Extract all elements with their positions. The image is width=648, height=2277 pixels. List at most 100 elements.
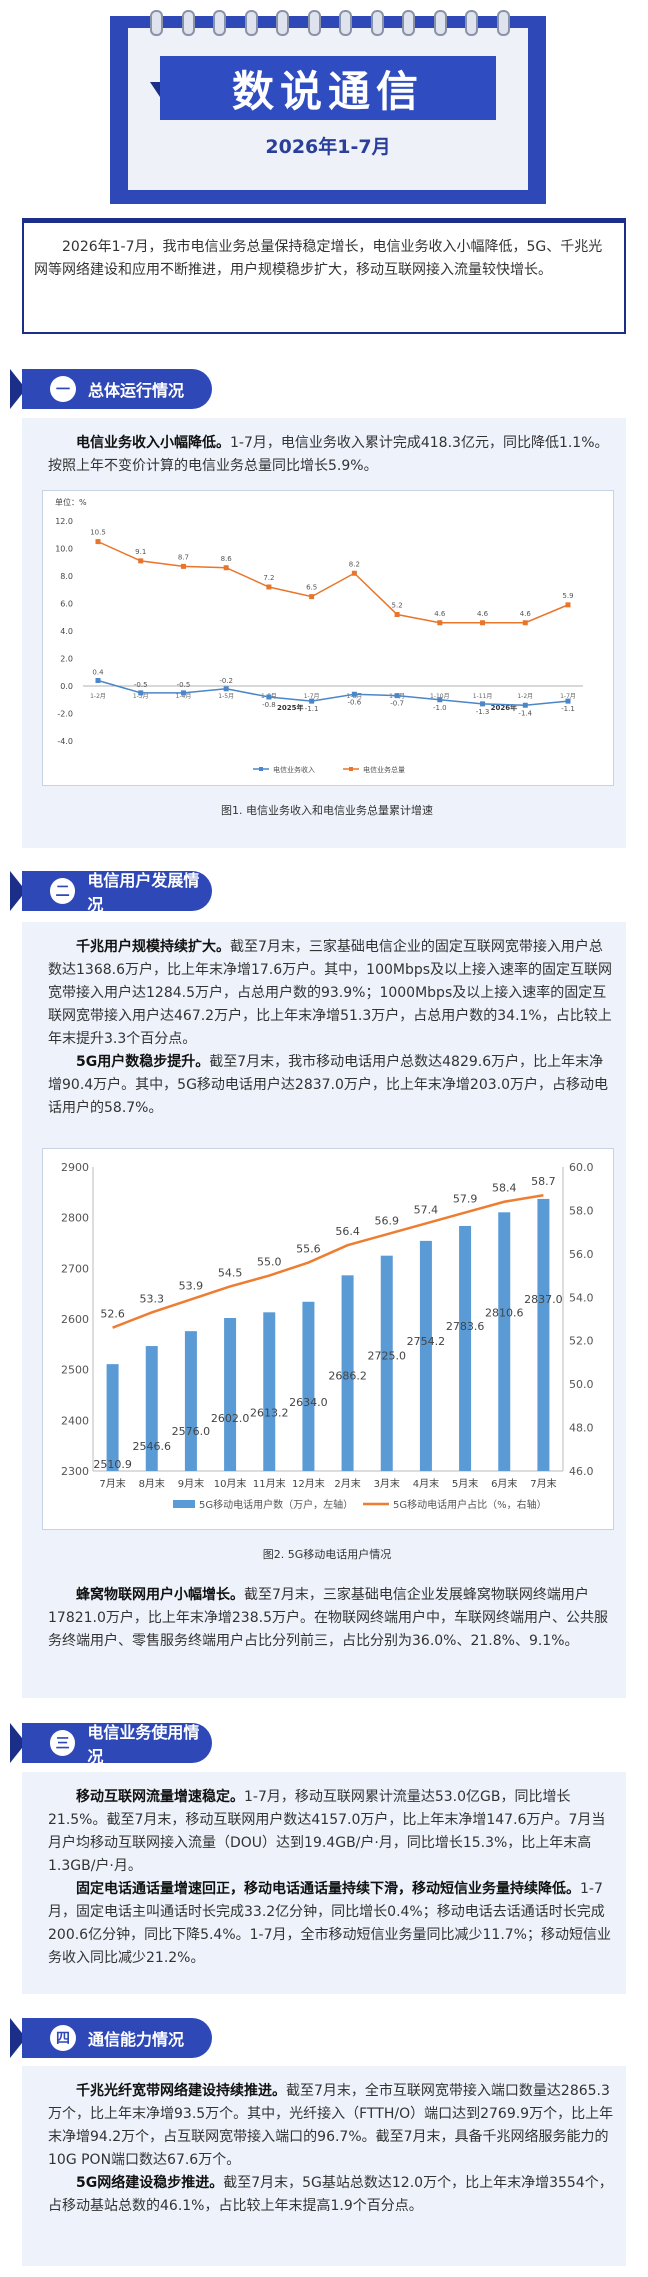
section-title: 电信业务使用情况 — [87, 1723, 200, 1766]
x-tick-label: 1-2月 — [90, 693, 106, 700]
data-point — [565, 602, 571, 608]
y2-tick-label: 48.0 — [569, 1422, 594, 1435]
data-label: 10.5 — [90, 529, 106, 537]
bar — [263, 1312, 276, 1471]
x-tick-label: 7月末 — [530, 1477, 556, 1490]
data-label: -1.1 — [561, 705, 575, 713]
bar-value-label: 2725.0 — [368, 1350, 407, 1363]
x-year-marker: 2025年 — [277, 703, 303, 712]
body: 截至7月末，全市互联网宽带接入端口数量达2865.3万个，比上年末净增93.5万… — [48, 2083, 614, 2168]
bar — [106, 1364, 119, 1471]
body: 截至7月末，三家基础电信企业的固定互联网宽带接入用户总数达1368.6万户，比上… — [48, 939, 613, 1047]
lead: 千兆用户规模持续扩大。 — [76, 939, 230, 955]
x-tick-label: 1-10月 — [430, 693, 450, 700]
bar-value-label: 2837.0 — [524, 1293, 563, 1306]
data-label: 5.9 — [562, 592, 573, 600]
line-value-label: 56.9 — [375, 1214, 400, 1227]
data-label: 0.4 — [92, 669, 104, 677]
data-point — [223, 686, 229, 692]
y-tick-label: -2.0 — [57, 710, 73, 719]
bar-value-label: 2754.2 — [407, 1335, 446, 1348]
y2-tick-label: 52.0 — [569, 1335, 594, 1348]
intro-text: 2026年1-7月，我市电信业务总量保持稳定增长，电信业务收入小幅降低，5G、千… — [34, 239, 603, 278]
data-label: 8.2 — [349, 560, 360, 568]
y-tick-label: 2800 — [61, 1212, 89, 1225]
data-point — [180, 563, 186, 569]
section-number: 四 — [50, 2025, 76, 2051]
line-value-label: 56.4 — [335, 1225, 360, 1238]
line-value-label: 57.4 — [414, 1203, 439, 1216]
y-tick-label: 4.0 — [60, 627, 73, 636]
section-2-text: 千兆用户规模持续扩大。截至7月末，三家基础电信企业的固定互联网宽带接入用户总数达… — [48, 936, 614, 1120]
section-4-text: 千兆光纤宽带网络建设持续推进。截至7月末，全市互联网宽带接入端口数量达2865.… — [48, 2080, 614, 2218]
data-label: -0.7 — [390, 700, 404, 708]
section-number: 二 — [50, 878, 76, 904]
x-tick-label: 4月末 — [413, 1477, 439, 1490]
data-label: -0.5 — [177, 681, 191, 689]
y2-tick-label: 46.0 — [569, 1465, 594, 1478]
data-point — [351, 570, 357, 576]
figure-1-caption: 图1. 电信业务收入和电信业务总量累计增速 — [221, 804, 433, 817]
data-point — [309, 594, 315, 600]
share-line — [112, 1193, 544, 1329]
line-value-label: 58.7 — [531, 1175, 556, 1188]
line-value-label: 55.0 — [257, 1256, 282, 1269]
section-header-1: 一 总体运行情况 — [22, 369, 212, 409]
lead: 千兆光纤宽带网络建设持续推进。 — [76, 2083, 286, 2099]
page-title: 数说通信 — [160, 56, 496, 120]
body: 截至7月末，三家基础电信企业发展蜂窝物联网终端用户17821.0万户，比上年末净… — [48, 1587, 608, 1649]
data-label: -1.0 — [433, 704, 447, 712]
data-point — [480, 701, 486, 707]
y-tick-label: 6.0 — [60, 600, 73, 609]
lead: 5G网络建设稳步推进。 — [76, 2175, 224, 2191]
y2-tick-label: 56.0 — [569, 1248, 594, 1261]
data-point — [437, 697, 443, 703]
data-point — [266, 694, 272, 700]
section-header-3: 三 电信业务使用情况 — [22, 1723, 212, 1766]
bar-value-label: 2686.2 — [328, 1369, 367, 1382]
data-point — [522, 702, 528, 708]
x-tick-label: 12月末 — [292, 1477, 325, 1490]
lead: 移动互联网流量增速稳定。 — [76, 1789, 244, 1805]
y-tick-label: 10.0 — [55, 545, 73, 554]
y-tick-label: 2400 — [61, 1414, 89, 1427]
y2-tick-label: 54.0 — [569, 1291, 594, 1304]
bar — [184, 1331, 197, 1471]
data-label: 6.5 — [306, 584, 317, 592]
series-line-revenue — [97, 679, 569, 707]
bar — [224, 1317, 237, 1471]
x-tick-label: 11月末 — [253, 1477, 286, 1490]
data-point — [309, 698, 315, 704]
data-point — [394, 612, 400, 617]
x-tick-label: 9月末 — [178, 1477, 204, 1490]
data-label: -1.4 — [518, 709, 532, 717]
data-point — [480, 620, 486, 626]
y-tick-label: 2900 — [61, 1161, 89, 1174]
legend-label: 5G移动电话用户占比（%，右轴） — [393, 1498, 547, 1511]
data-point — [522, 620, 528, 626]
data-label: 4.6 — [520, 610, 532, 618]
line-value-label: 52.6 — [100, 1308, 125, 1321]
data-label: 4.6 — [434, 610, 446, 618]
body: 截至7月末，5G基站总数达12.0万个，比上年末净增3554个，占移动基站总数的… — [48, 2175, 613, 2214]
section-title: 通信能力情况 — [88, 2030, 185, 2049]
series-line-volume — [97, 540, 569, 624]
legend-marker — [349, 767, 353, 771]
line-value-label: 53.9 — [179, 1279, 204, 1292]
x-tick-label: 1-3月 — [133, 693, 149, 700]
data-point — [565, 698, 571, 704]
line-value-label: 58.4 — [492, 1182, 517, 1195]
line-value-label: 54.5 — [218, 1266, 243, 1279]
y-tick-label: 2.0 — [60, 655, 73, 664]
section-1-text: 电信业务收入小幅降低。1-7月，电信业务收入累计完成418.3亿元，同比降低1.… — [48, 432, 614, 478]
x-tick-label: 1-7月 — [304, 693, 320, 700]
x-tick-label: 1-2月 — [517, 693, 533, 700]
legend-label: 5G移动电话用户数（万户，左轴） — [199, 1498, 353, 1511]
section-panel-3 — [22, 1772, 626, 1994]
data-point — [180, 690, 186, 696]
ribbon-fold — [150, 82, 162, 100]
bar — [419, 1240, 432, 1471]
bar — [145, 1346, 158, 1471]
bar — [498, 1212, 511, 1471]
body: 1-7月，移动互联网累计流量达53.0亿GB，同比增长21.5%。截至7月末，移… — [48, 1789, 606, 1874]
